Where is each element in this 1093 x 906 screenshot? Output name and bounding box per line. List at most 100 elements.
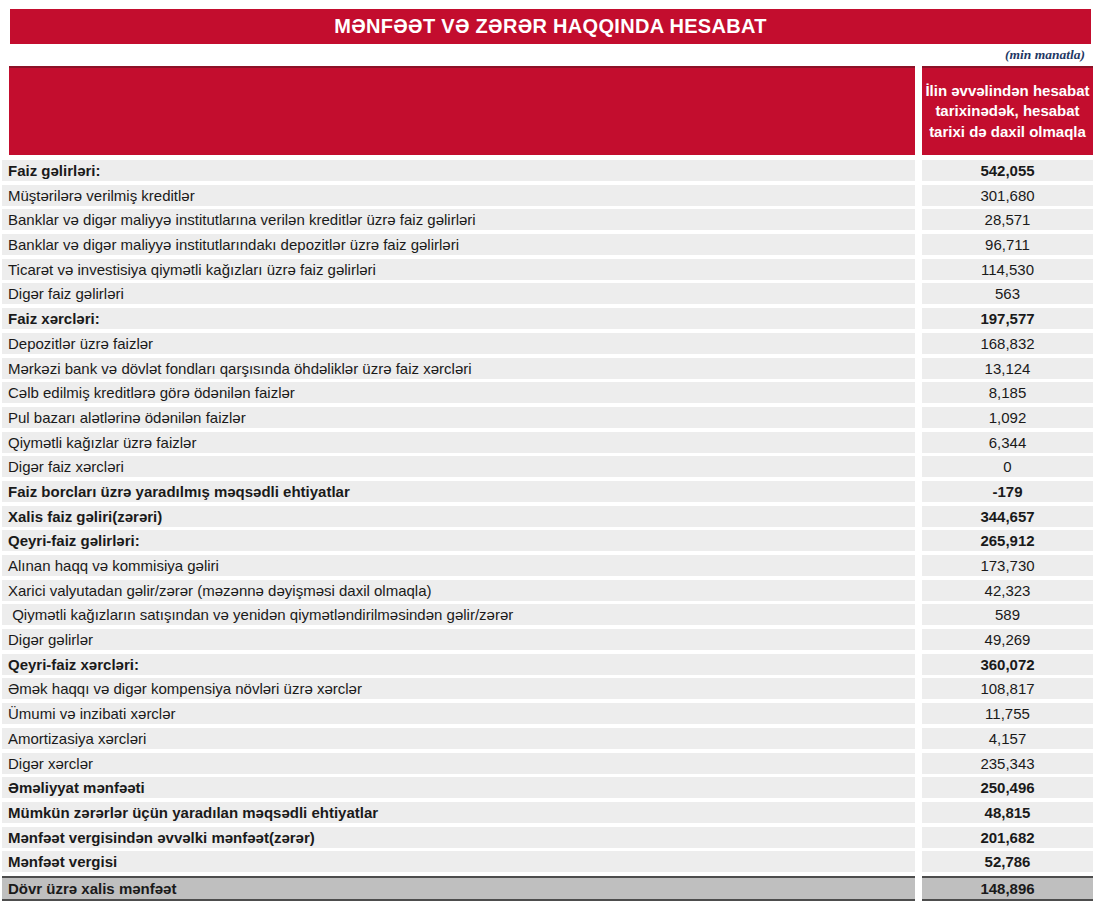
row-value: 42,323 xyxy=(922,580,1093,601)
row-value: 1,092 xyxy=(922,407,1093,428)
row-value: 4,157 xyxy=(922,728,1093,749)
row-value: 589 xyxy=(922,604,1093,625)
value-column-header-text: İlin əvvəlindən hesabat tarixinədək, hes… xyxy=(925,81,1090,143)
row-value: 265,912 xyxy=(922,530,1093,551)
report-title-banner: MƏNFƏƏT VƏ ZƏRƏR HAQQINDA HESABAT xyxy=(10,9,1091,44)
table-row: Digər gəlirlər 49,269 xyxy=(0,629,1093,650)
row-label: Müştərilərə verilmiş kreditlər xyxy=(2,185,915,206)
column-gap xyxy=(915,358,922,379)
row-value: 563 xyxy=(922,283,1093,304)
table-row: Qeyri-faiz xərcləri: 360,072 xyxy=(0,654,1093,675)
page-title: MƏNFƏƏT VƏ ZƏRƏR HAQQINDA HESABAT xyxy=(334,15,767,38)
row-label: Əmək haqqı və digər kompensiya növləri ü… xyxy=(2,678,915,699)
table-row: Amortizasiya xərcləri 4,157 xyxy=(0,728,1093,749)
table-row: Banklar və digər maliyyə institutlarına … xyxy=(0,209,1093,230)
row-value: 148,896 xyxy=(922,876,1093,901)
column-gap xyxy=(915,802,922,823)
row-value: 6,344 xyxy=(922,432,1093,453)
column-gap xyxy=(915,456,922,477)
table-row: Alınan haqq və kommisiya gəliri 173,730 xyxy=(0,555,1093,576)
row-value: 114,530 xyxy=(922,259,1093,280)
row-label: Pul bazarı alətlərinə ödənilən faizlər xyxy=(2,407,915,428)
column-gap xyxy=(915,283,922,304)
row-value: 28,571 xyxy=(922,209,1093,230)
column-gap xyxy=(915,333,922,354)
table-row: Faiz xərcləri: 197,577 xyxy=(0,308,1093,329)
column-gap xyxy=(915,851,922,872)
table-row: Banklar və digər maliyyə institutlarında… xyxy=(0,234,1093,255)
column-gap xyxy=(915,827,922,848)
column-gap xyxy=(915,678,922,699)
row-value: 235,343 xyxy=(922,753,1093,774)
table-row: Faiz gəlirləri: 542,055 xyxy=(0,160,1093,181)
table-row: Pul bazarı alətlərinə ödənilən faizlər 1… xyxy=(0,407,1093,428)
row-label: Qeyri-faiz xərcləri: xyxy=(2,654,915,675)
row-value: 8,185 xyxy=(922,382,1093,403)
row-label: Depozitlər üzrə faizlər xyxy=(2,333,915,354)
column-gap xyxy=(915,753,922,774)
table-row: Mümkün zərərlər üçün yaradılan məqsədli … xyxy=(0,802,1093,823)
table-row: Digər faiz gəlirləri 563 xyxy=(0,283,1093,304)
column-gap xyxy=(915,160,922,181)
table-header-row: İlin əvvəlindən hesabat tarixinədək, hes… xyxy=(0,66,1093,155)
table-row: Qeyri-faiz gəlirləri: 265,912 xyxy=(0,530,1093,551)
column-gap xyxy=(915,654,922,675)
row-value: 168,832 xyxy=(922,333,1093,354)
column-gap xyxy=(915,481,922,502)
row-value: 13,124 xyxy=(922,358,1093,379)
row-label: Mərkəzi bank və dövlət fondları qarşısın… xyxy=(2,358,915,379)
column-gap xyxy=(915,407,922,428)
row-label: Mümkün zərərlər üçün yaradılan məqsədli … xyxy=(2,802,915,823)
table-row: Digər faiz xərcləri 0 xyxy=(0,456,1093,477)
row-value: 108,817 xyxy=(922,678,1093,699)
row-value: 344,657 xyxy=(922,506,1093,527)
column-gap xyxy=(915,66,922,155)
table-row: Xarici valyutadan gəlir/zərər (məzənnə d… xyxy=(0,580,1093,601)
table-row: Əmək haqqı və digər kompensiya növləri ü… xyxy=(0,678,1093,699)
row-label: Mənfəət vergisi xyxy=(2,851,915,872)
column-gap xyxy=(915,209,922,230)
table-row: Qiymətli kağızlar üzrə faizlər 6,344 xyxy=(0,432,1093,453)
row-value: 250,496 xyxy=(922,777,1093,798)
table-row: Qiymətli kağızların satışından və yenidə… xyxy=(0,604,1093,625)
table-body: Faiz gəlirləri: 542,055 Müştərilərə veri… xyxy=(0,160,1093,901)
row-label: Ticarət və investisiya qiymətli kağızlar… xyxy=(2,259,915,280)
row-label: Digər faiz xərcləri xyxy=(2,456,915,477)
column-gap xyxy=(915,876,922,901)
column-gap xyxy=(915,234,922,255)
column-gap xyxy=(915,506,922,527)
row-label: Digər xərclər xyxy=(2,753,915,774)
row-value: 96,711 xyxy=(922,234,1093,255)
column-gap xyxy=(915,777,922,798)
row-label: Mənfəət vergisindən əvvəlki mənfəət(zərə… xyxy=(2,827,915,848)
table-row: Dövr üzrə xalis mənfəət 148,896 xyxy=(0,876,1093,901)
table-row: Ümumi və inzibati xərclər 11,755 xyxy=(0,703,1093,724)
row-value: 11,755 xyxy=(922,703,1093,724)
column-gap xyxy=(915,432,922,453)
row-value: 201,682 xyxy=(922,827,1093,848)
column-gap xyxy=(915,728,922,749)
column-gap xyxy=(915,530,922,551)
table-row: Mənfəət vergisindən əvvəlki mənfəət(zərə… xyxy=(0,827,1093,848)
row-label: Banklar və digər maliyyə institutlarında… xyxy=(2,234,915,255)
column-gap xyxy=(915,703,922,724)
column-gap xyxy=(915,604,922,625)
row-label: Qeyri-faiz gəlirləri: xyxy=(2,530,915,551)
row-label: Faiz xərcləri: xyxy=(2,308,915,329)
row-label: Ümumi və inzibati xərclər xyxy=(2,703,915,724)
row-value: 360,072 xyxy=(922,654,1093,675)
report-page: MƏNFƏƏT VƏ ZƏRƏR HAQQINDA HESABAT (min m… xyxy=(0,9,1093,906)
row-label: Xarici valyutadan gəlir/zərər (məzənnə d… xyxy=(2,580,915,601)
row-value: 542,055 xyxy=(922,160,1093,181)
header-label-cell-empty xyxy=(9,66,915,155)
row-value: 52,786 xyxy=(922,851,1093,872)
table-row: Əməliyyat mənfəəti 250,496 xyxy=(0,777,1093,798)
row-value: 301,680 xyxy=(922,185,1093,206)
table-row: Faiz borcları üzrə yaradılmış məqsədli e… xyxy=(0,481,1093,502)
column-gap xyxy=(915,555,922,576)
row-label: Digər gəlirlər xyxy=(2,629,915,650)
row-label: Faiz gəlirləri: xyxy=(2,160,915,181)
row-label: Əməliyyat mənfəəti xyxy=(2,777,915,798)
row-value: 173,730 xyxy=(922,555,1093,576)
table-row: Depozitlər üzrə faizlər 168,832 xyxy=(0,333,1093,354)
